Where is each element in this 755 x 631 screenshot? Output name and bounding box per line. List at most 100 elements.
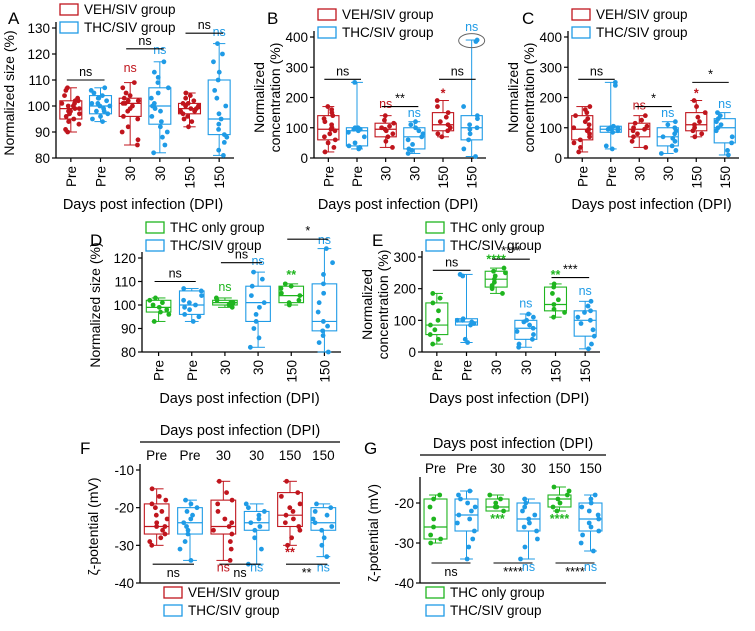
data-point (220, 153, 226, 158)
legend-label: THC/SIV group (342, 25, 434, 40)
legend-swatch (59, 3, 79, 16)
x-tick-label: 30 (521, 461, 536, 476)
y-axis-label: ζ-potential (mV) (365, 484, 381, 582)
data-point (631, 134, 636, 140)
data-point (492, 504, 498, 510)
comparison-label: **** (501, 244, 521, 258)
legend-swatch (317, 8, 337, 21)
data-point (156, 493, 162, 499)
data-point (578, 145, 583, 150)
box-iqr (543, 286, 568, 312)
data-point (121, 114, 126, 119)
data-point (158, 119, 164, 124)
data-point (691, 98, 697, 103)
data-point (164, 307, 170, 313)
data-point (165, 85, 171, 91)
box-iqr (210, 499, 237, 535)
data-point (184, 524, 189, 529)
data-point (325, 349, 331, 355)
data-point (291, 516, 296, 522)
data-point (692, 134, 698, 140)
data-point (518, 556, 523, 562)
data-point (470, 536, 476, 542)
box-5 (547, 484, 572, 514)
data-point (162, 142, 168, 148)
data-point (579, 504, 585, 510)
data-point (413, 119, 418, 125)
data-point (94, 108, 99, 114)
data-point (550, 504, 556, 510)
data-point (155, 90, 161, 96)
panel-label: D (90, 231, 102, 250)
data-point (576, 149, 582, 155)
box-4 (656, 119, 679, 156)
data-point (458, 496, 463, 502)
data-point (434, 98, 440, 103)
comparison-label: ns (590, 64, 603, 78)
y-tick-label: 100 (393, 313, 416, 328)
data-point (590, 327, 596, 333)
data-point (319, 542, 325, 548)
data-point (65, 103, 71, 109)
data-point (147, 539, 153, 544)
data-point (180, 101, 186, 106)
data-point (68, 108, 73, 114)
data-point (187, 93, 193, 98)
data-point (221, 140, 227, 145)
data-point (629, 138, 635, 144)
box-1 (145, 295, 172, 324)
data-point (130, 103, 135, 109)
significance-mark: ** (551, 268, 561, 282)
y-tick-label: 200 (539, 91, 562, 106)
legend-swatch (145, 221, 165, 234)
data-point (437, 492, 443, 498)
y-axis-label: Normalized (251, 62, 267, 133)
data-point (729, 140, 735, 146)
data-point (382, 117, 387, 123)
data-point (185, 114, 191, 119)
data-point (178, 108, 184, 114)
x-tick-label: 30 (661, 166, 676, 181)
data-point (222, 516, 228, 522)
data-point (229, 520, 235, 526)
box-2 (454, 272, 479, 345)
data-point (697, 119, 702, 125)
significance-mark: * (441, 87, 446, 101)
box-6 (460, 37, 483, 159)
data-point (63, 126, 68, 132)
legend-swatch (317, 26, 337, 39)
data-point (135, 137, 141, 143)
data-point (534, 528, 539, 534)
data-point (284, 478, 290, 484)
data-point (464, 556, 470, 562)
data-point (211, 59, 216, 65)
box-6 (578, 492, 603, 554)
x-tick-label: Pre (185, 360, 200, 381)
data-point (135, 98, 141, 104)
panel-b: B 0 100 200 300 400 Normalized concentration (%… (251, 7, 486, 213)
significance-mark: ** (286, 268, 296, 282)
data-point (596, 528, 602, 534)
data-point (644, 123, 650, 129)
data-point (564, 492, 570, 498)
data-point (135, 116, 141, 122)
data-point (278, 286, 284, 291)
data-point (185, 531, 191, 537)
data-point (150, 302, 156, 308)
panel-d: D 80 90 100 110 120 Normalized size (%) Pre Pre 3… (87, 220, 341, 407)
data-point (95, 101, 101, 106)
data-point (321, 535, 327, 541)
data-point (259, 546, 264, 552)
panel-e: E 0 100 200 300 Normalized concentration (%) Pr… (359, 220, 600, 407)
legend-label: THC only group (450, 585, 545, 600)
x-axis-label: Days post infection (DPI) (160, 423, 320, 439)
data-point (330, 260, 335, 266)
data-point (220, 51, 225, 57)
significance-mark: ns (718, 97, 731, 111)
data-point (75, 95, 81, 101)
y-tick-label: 400 (539, 30, 562, 45)
data-point (182, 539, 188, 544)
data-point (457, 272, 463, 277)
data-point (66, 119, 72, 124)
box-4 (516, 496, 541, 562)
